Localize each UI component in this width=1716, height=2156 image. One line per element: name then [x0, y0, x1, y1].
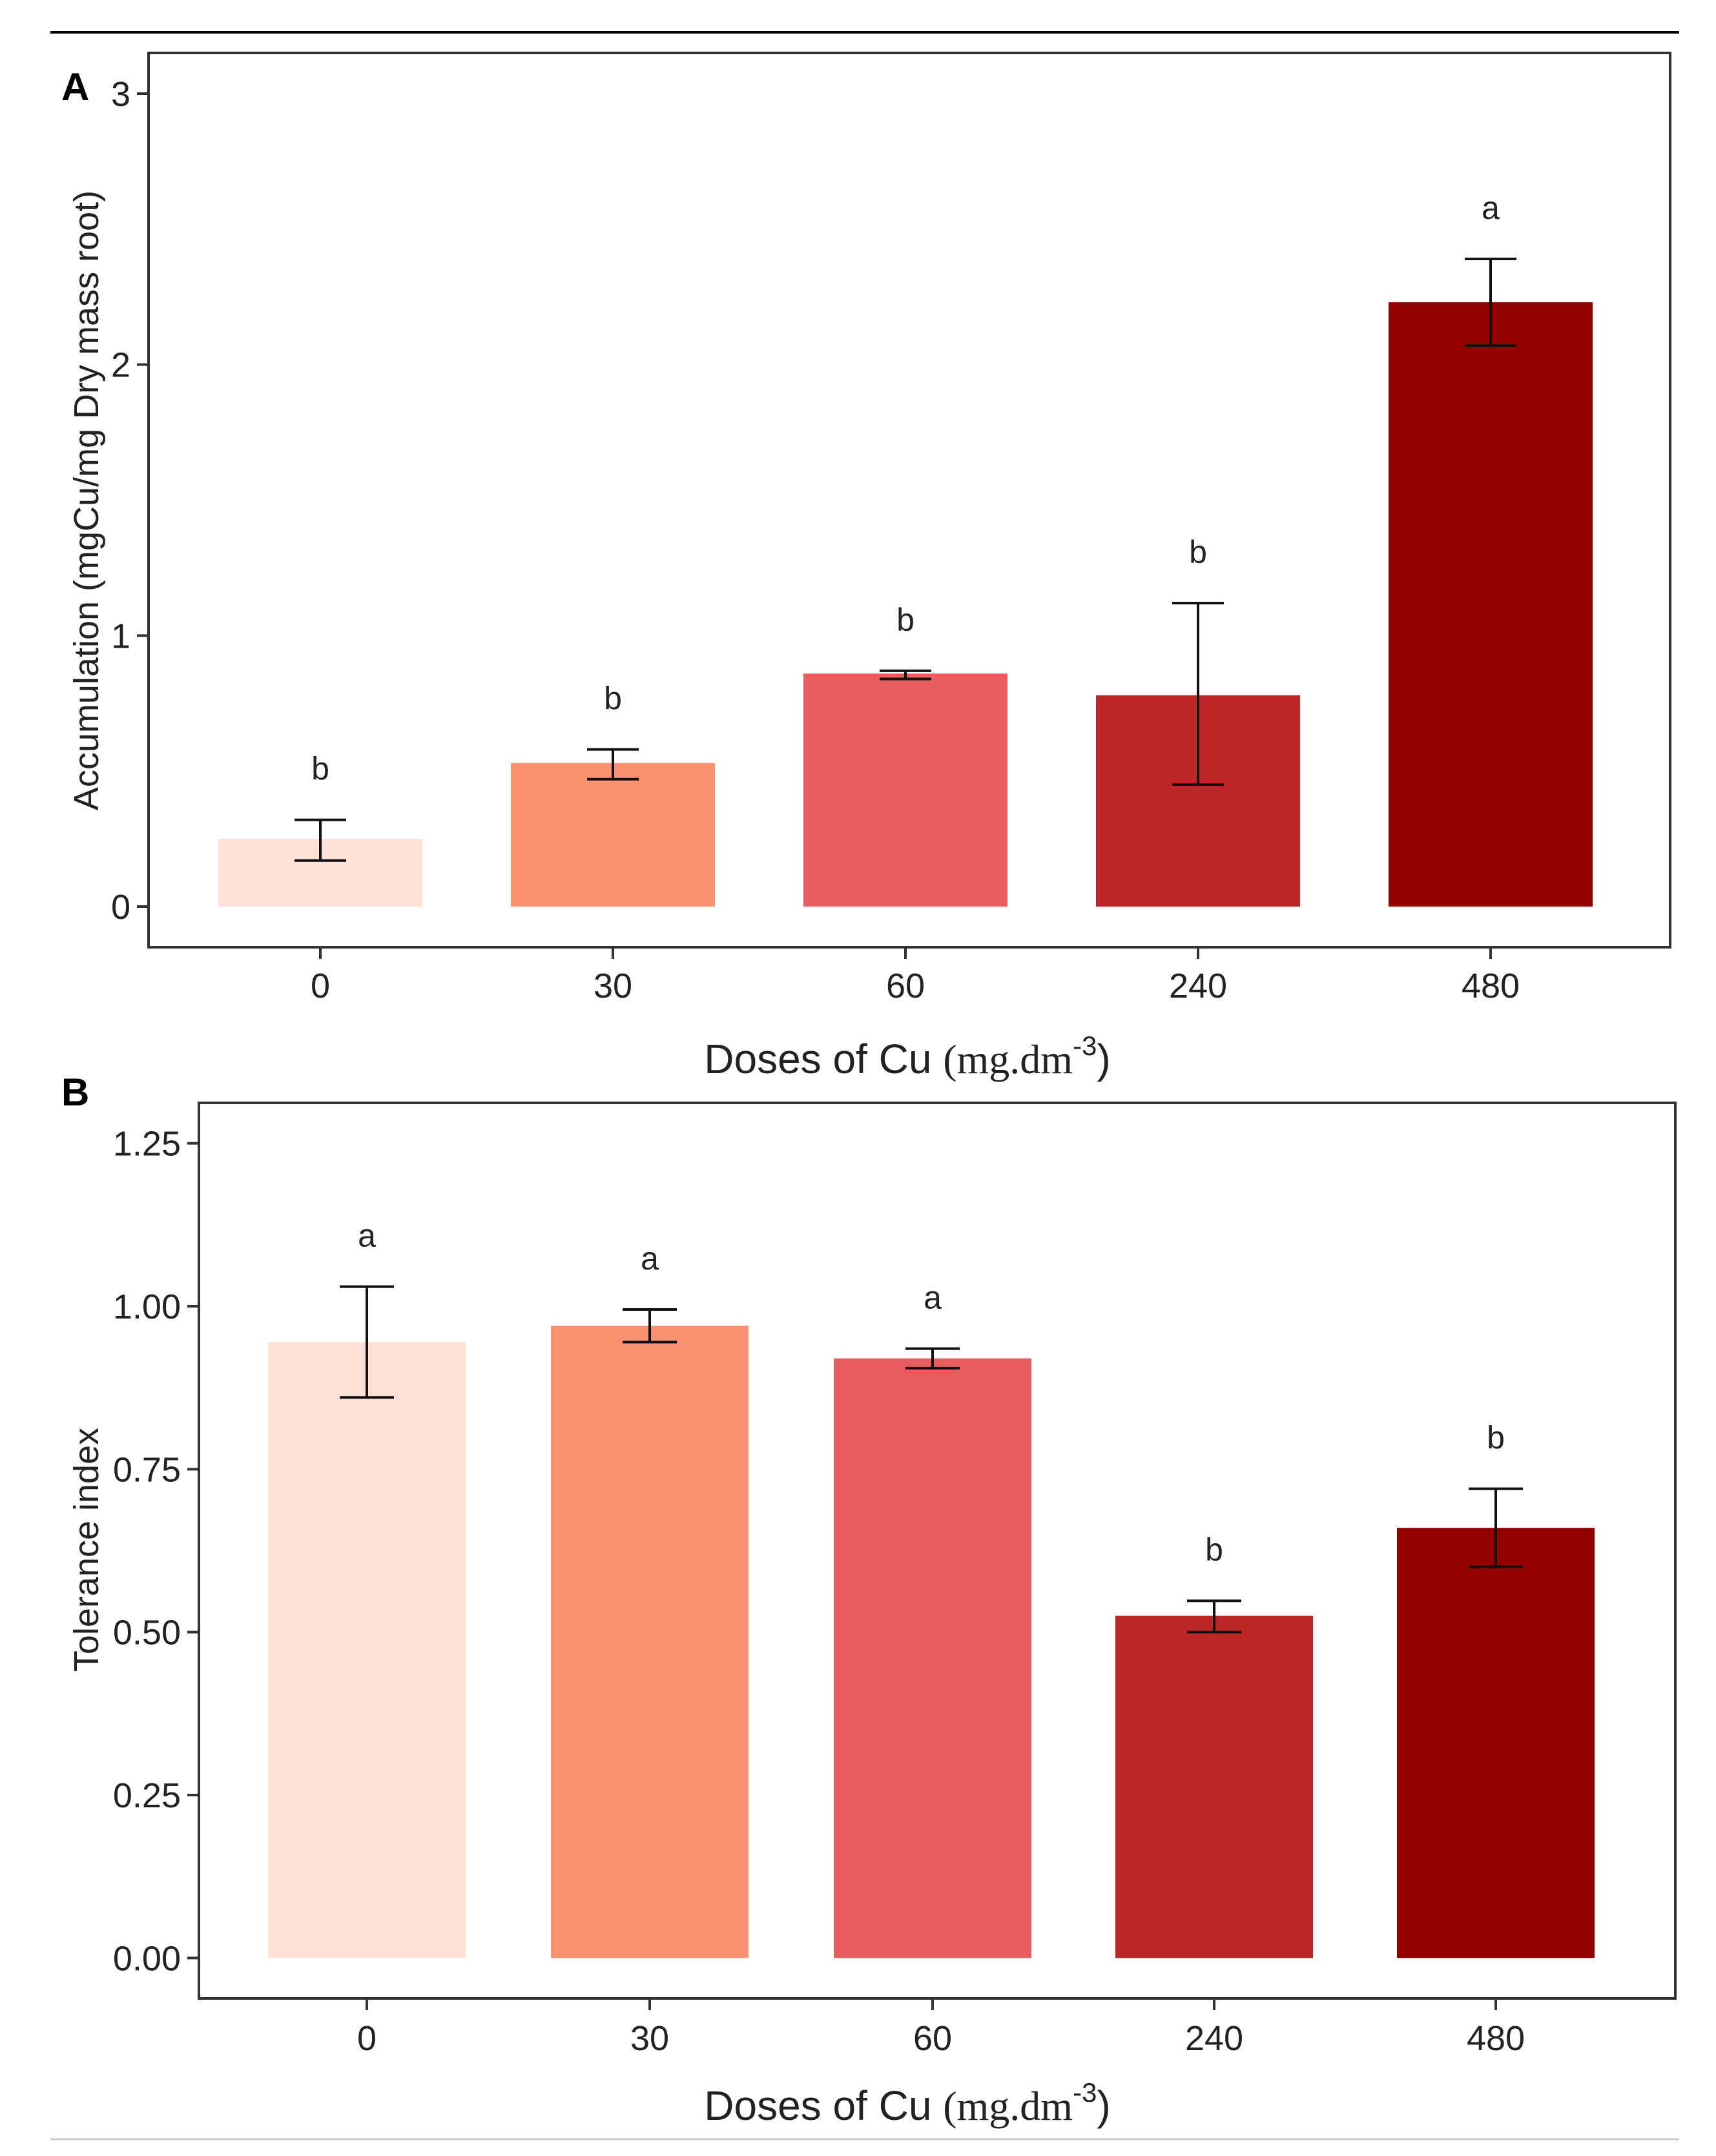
y-tick-label: 1.25	[113, 1125, 181, 1164]
x-tick-label: 60	[913, 2019, 952, 2058]
x-axis: 0 30 60 240 480	[357, 1998, 1525, 2058]
y-tick-label: 3	[111, 75, 130, 114]
significance-letter: b	[1487, 1420, 1505, 1456]
panel-label: A	[61, 65, 89, 108]
significance-letter: b	[311, 751, 329, 787]
bar	[1397, 1528, 1595, 1958]
significance-letter: a	[641, 1240, 659, 1277]
bar-series	[268, 1326, 1595, 1958]
y-axis: 0 1 2 3	[111, 75, 149, 927]
significance-letter: b	[1189, 534, 1207, 570]
x-axis-title: Doses of Cu (mg.dm-3)	[704, 1031, 1110, 1082]
x-tick-label: 30	[594, 967, 632, 1005]
y-axis: 0.00 0.25 0.50 0.75 1.00 1.25	[113, 1125, 199, 1978]
bar	[834, 1358, 1031, 1958]
y-axis-title: Tolerance index	[67, 1428, 106, 1672]
x-tick-label: 0	[311, 967, 330, 1005]
y-axis-title: Accumulation (mgCu/mg Dry mass root)	[67, 190, 106, 810]
x-tick-label: 0	[357, 2019, 377, 2058]
y-tick-label: 0.25	[113, 1776, 181, 1815]
significance-letter: b	[1205, 1532, 1223, 1568]
error-bars	[295, 257, 1516, 862]
bar	[268, 1342, 466, 1958]
y-tick-label: 0.00	[113, 1939, 181, 1978]
error-bars	[340, 1285, 1523, 1634]
bar	[551, 1326, 749, 1958]
x-tick-label: 240	[1169, 967, 1227, 1005]
bar	[1115, 1616, 1313, 1958]
x-axis-title: Doses of Cu (mg.dm-3)	[704, 2077, 1110, 2129]
panel-label: B	[61, 1071, 89, 1114]
x-axis: 0 30 60 240 480	[311, 947, 1520, 1005]
y-tick-label: 1	[111, 617, 130, 655]
significance-letter: b	[604, 681, 622, 717]
significance-letters: b b b b a	[311, 190, 1500, 787]
significance-letter: a	[924, 1280, 942, 1316]
significance-letter: a	[1482, 190, 1500, 226]
significance-letter: a	[358, 1218, 376, 1254]
significance-letters: a a a b b	[358, 1218, 1505, 1568]
bar-series	[218, 302, 1593, 907]
bar	[1389, 302, 1593, 907]
bar	[803, 673, 1008, 907]
chart-panel-b: B 0.00 0.25 0.50 0.75 1.00 1.25 0 30 60 240 480 a…	[61, 1071, 1677, 2129]
x-tick-label: 480	[1467, 2019, 1525, 2058]
plot-border	[198, 1102, 1677, 2000]
x-tick-label: 240	[1185, 2019, 1243, 2058]
significance-letter: b	[896, 602, 915, 638]
x-tick-label: 30	[630, 2019, 669, 2058]
y-tick-label: 0.75	[113, 1450, 181, 1489]
y-tick-label: 1.00	[113, 1288, 181, 1326]
x-tick-label: 60	[886, 967, 925, 1005]
chart-panel-a: A 0 1 2 3 0 30 60 240 480 b b b b a Accumulation (m…	[61, 52, 1671, 1082]
y-tick-label: 0.50	[113, 1614, 181, 1652]
y-tick-label: 0	[111, 888, 130, 927]
x-tick-label: 480	[1462, 967, 1520, 1005]
bar	[511, 763, 715, 907]
plot-border	[147, 52, 1671, 949]
y-tick-label: 2	[111, 346, 130, 385]
